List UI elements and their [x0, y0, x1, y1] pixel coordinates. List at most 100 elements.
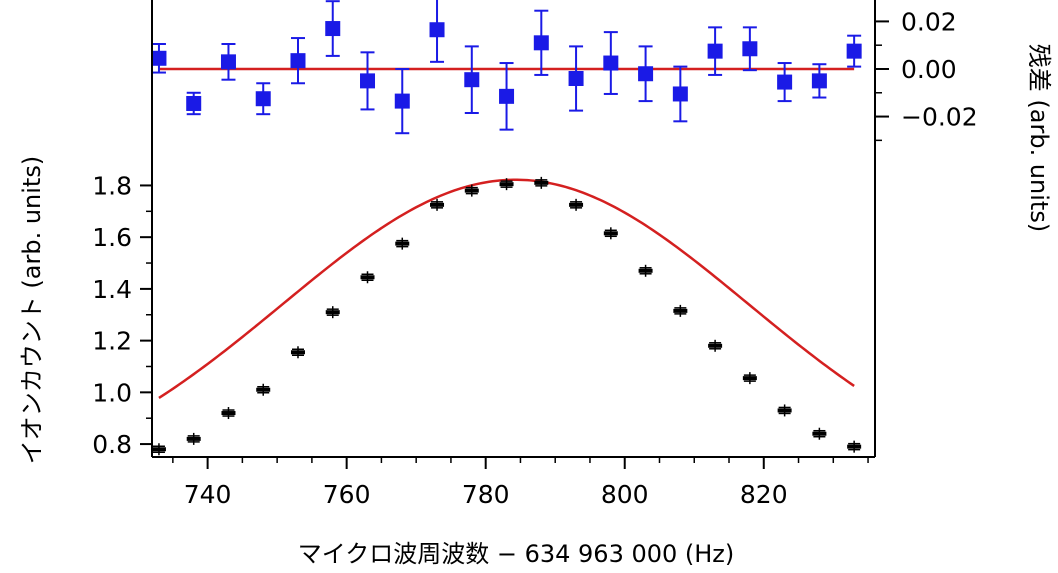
x-axis-title: マイクロ波周波数 − 634 963 000 (Hz)	[298, 540, 735, 568]
residual-marker	[638, 66, 654, 82]
point-marker	[395, 241, 410, 246]
residual-point	[846, 34, 862, 68]
main-y-tick-label: 1.0	[92, 378, 132, 407]
residual-marker	[394, 93, 410, 109]
data-point	[603, 227, 618, 240]
data-point	[360, 271, 375, 284]
point-marker	[290, 350, 305, 355]
residual-y-tick-label: 0.00	[901, 55, 957, 84]
residual-point	[533, 9, 549, 76]
residual-point	[220, 43, 236, 81]
residual-point	[811, 63, 827, 99]
residual-marker	[255, 91, 271, 107]
data-point	[464, 184, 479, 197]
data-point	[430, 198, 445, 211]
point-marker	[256, 387, 271, 392]
point-marker	[603, 231, 618, 236]
point-marker	[186, 436, 201, 441]
x-tick-label: 740	[184, 480, 232, 509]
residual-marker	[568, 71, 584, 86]
x-tick-label: 800	[601, 480, 649, 509]
residual-point	[742, 26, 758, 72]
residual-point	[638, 45, 654, 103]
residual-marker	[325, 21, 341, 37]
main-y-tick-label: 0.8	[92, 430, 132, 459]
data-point	[812, 427, 827, 440]
point-marker	[499, 182, 514, 187]
residual-point	[499, 62, 515, 131]
residual-marker	[672, 86, 688, 102]
residual-marker	[151, 50, 167, 66]
residual-marker	[603, 55, 619, 71]
main-y-tick-label: 1.6	[92, 223, 132, 252]
point-marker	[534, 180, 549, 185]
data-point	[186, 432, 201, 445]
point-marker	[360, 275, 375, 280]
data-point	[325, 306, 340, 319]
data-point	[534, 176, 549, 189]
point-marker	[464, 188, 479, 193]
residual-marker	[742, 41, 758, 57]
point-marker	[430, 202, 445, 207]
main-panel	[151, 176, 862, 456]
residual-y-axis-title: 残差 (arb. units)	[1025, 44, 1053, 232]
point-marker	[673, 308, 688, 313]
residual-point	[151, 43, 167, 74]
residual-point	[394, 67, 410, 135]
data-point	[638, 264, 653, 277]
residual-point	[290, 37, 306, 85]
data-point	[777, 404, 792, 417]
residual-point	[777, 62, 793, 103]
residual-point	[429, 0, 445, 63]
main-y-tick-label: 1.2	[92, 327, 132, 356]
point-marker	[812, 431, 827, 436]
fit-curve	[158, 178, 855, 399]
residual-point	[360, 51, 376, 111]
residual-y-tick-label: 0.02	[901, 7, 957, 36]
residual-point	[603, 31, 619, 95]
x-tick-label: 820	[740, 480, 788, 509]
data-point	[290, 346, 305, 359]
data-point	[256, 383, 271, 396]
point-marker	[777, 408, 792, 413]
data-point	[151, 443, 166, 456]
residual-point	[186, 91, 202, 116]
point-marker	[847, 444, 862, 449]
point-marker	[708, 343, 723, 348]
point-marker	[742, 376, 757, 381]
data-point	[569, 198, 584, 211]
residual-point	[707, 26, 723, 76]
point-marker	[221, 411, 236, 416]
axes: 740 760 780 800 820 0.8 1.0 1.2 1.4 1.6 1.8 0.02 0.0…	[92, 0, 978, 509]
residual-panel	[151, 0, 862, 135]
residual-point	[568, 45, 584, 112]
residual-point	[255, 82, 271, 116]
data-point	[221, 407, 236, 420]
x-tick-label: 780	[462, 480, 510, 509]
data-point	[673, 304, 688, 317]
residual-marker	[707, 43, 723, 59]
point-marker	[569, 202, 584, 207]
point-marker	[325, 310, 340, 315]
main-y-tick-label: 1.4	[92, 275, 132, 304]
residual-marker	[777, 74, 793, 90]
residual-marker	[220, 54, 236, 70]
residual-marker	[464, 72, 480, 88]
main-y-axis-title: イオンカウント (arb. units)	[18, 156, 46, 464]
residual-marker	[290, 53, 306, 69]
data-point	[742, 372, 757, 385]
data-point	[847, 440, 862, 453]
residual-marker	[846, 43, 862, 59]
point-marker	[151, 447, 166, 452]
data-point	[395, 237, 410, 250]
residual-marker	[499, 88, 515, 104]
residual-marker	[429, 22, 445, 38]
residual-marker	[186, 95, 202, 111]
data-point	[708, 339, 723, 352]
residual-point	[325, 0, 341, 57]
residual-marker	[811, 73, 827, 89]
residual-marker	[360, 73, 376, 89]
x-tick-label: 760	[323, 480, 371, 509]
main-y-tick-label: 1.8	[92, 171, 132, 200]
